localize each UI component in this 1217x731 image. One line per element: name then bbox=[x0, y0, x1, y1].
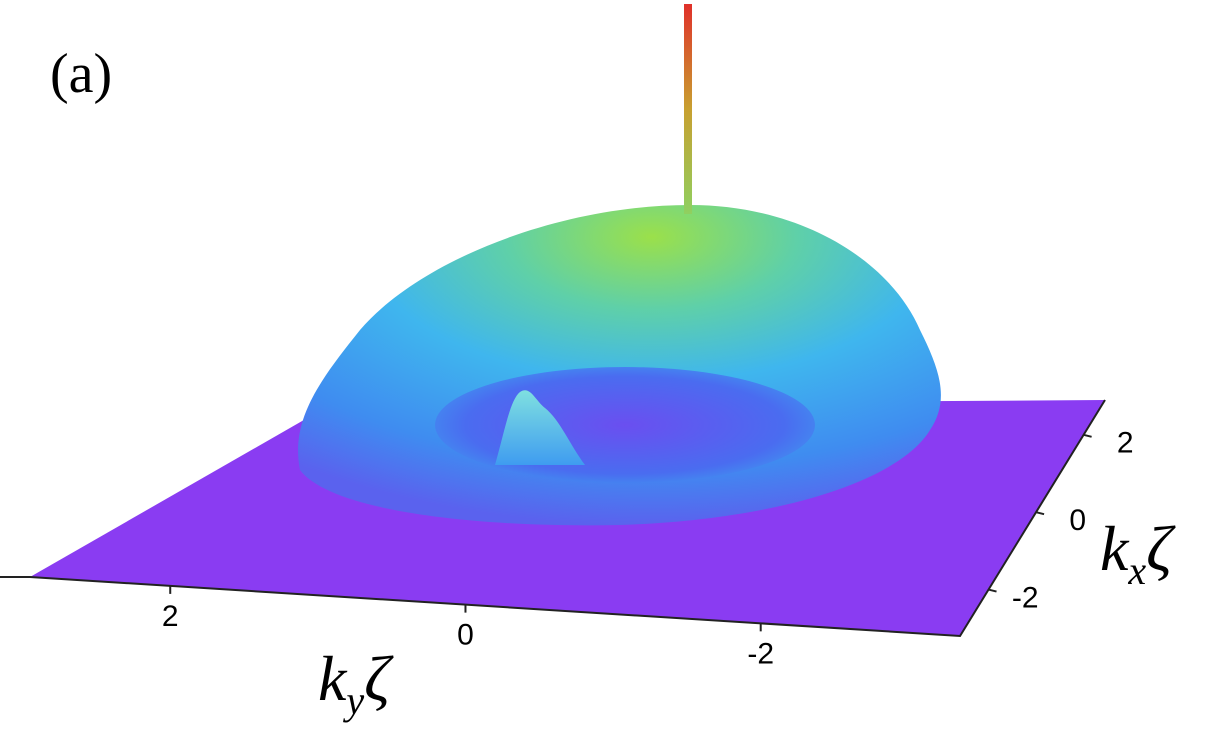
x-tick-label: 2 bbox=[162, 600, 179, 633]
panel-label: (a) bbox=[50, 43, 112, 105]
y-label-sub: x bbox=[1127, 548, 1146, 593]
condensate-spike bbox=[684, 4, 692, 214]
center-peak bbox=[495, 390, 585, 465]
axis-box bbox=[0, 399, 1106, 638]
x-label-sub: y bbox=[342, 678, 364, 723]
x-tick-label: 0 bbox=[457, 619, 474, 652]
y-tick bbox=[1083, 433, 1092, 438]
x-axis-label: kyζ bbox=[318, 643, 394, 723]
surface bbox=[0, 4, 1106, 638]
y-tick bbox=[1035, 511, 1045, 516]
y-tick-label: -2 bbox=[1012, 581, 1039, 614]
y-label-tail: ζ bbox=[1146, 513, 1176, 584]
x-tick-label: -2 bbox=[747, 637, 774, 670]
y-tick bbox=[988, 588, 997, 593]
x-label-base: k bbox=[318, 643, 348, 714]
y-label-base: k bbox=[1100, 513, 1130, 584]
y-tick-label: 2 bbox=[1117, 427, 1134, 460]
y-tick-label: 0 bbox=[1069, 504, 1086, 537]
ring-center bbox=[435, 367, 815, 483]
x-label-tail: ζ bbox=[364, 643, 394, 714]
y-axis-label: kxζ bbox=[1100, 513, 1176, 593]
